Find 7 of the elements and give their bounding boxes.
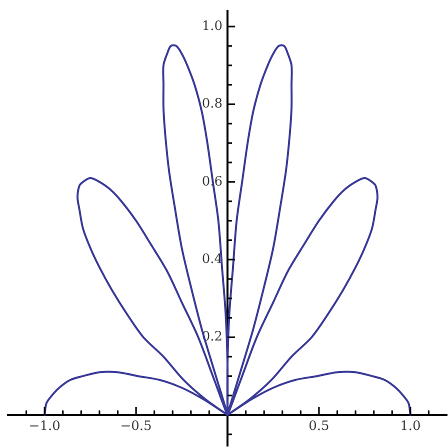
x-tick-label: 0.5 xyxy=(308,419,330,434)
x-tick-label: −0.5 xyxy=(120,419,152,434)
x-tick-label: 1.0 xyxy=(400,419,421,434)
y-tick-label: 0.8 xyxy=(202,96,222,112)
y-tick-label: 1.0 xyxy=(202,18,222,34)
line-series xyxy=(44,44,412,416)
x-tick-label: −1.0 xyxy=(28,419,60,434)
